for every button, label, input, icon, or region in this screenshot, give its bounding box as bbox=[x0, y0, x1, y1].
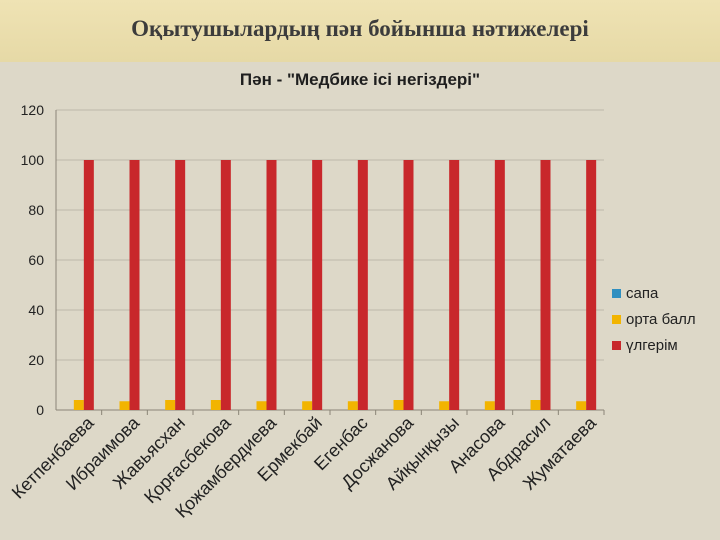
bar-orta-ball bbox=[119, 401, 130, 410]
bar-ulgerim bbox=[175, 160, 186, 410]
bar-orta-ball bbox=[256, 401, 267, 410]
legend-label-orta-ball: орта балл bbox=[626, 310, 696, 328]
y-tick-label: 40 bbox=[28, 302, 44, 318]
legend-item-ulgerim: үлгерім bbox=[612, 332, 696, 358]
bar-orta-ball bbox=[73, 400, 84, 410]
bar-orta-ball bbox=[210, 400, 221, 410]
bar-ulgerim bbox=[449, 160, 460, 410]
chart-legend: сапа орта балл үлгерім bbox=[612, 280, 696, 358]
legend-swatch-sapa bbox=[612, 288, 621, 298]
bar-orta-ball bbox=[576, 401, 587, 410]
bar-orta-ball bbox=[165, 400, 176, 410]
bar-orta-ball bbox=[347, 401, 358, 410]
bar-ulgerim bbox=[357, 160, 368, 410]
header-band bbox=[0, 0, 720, 62]
y-tick-label: 80 bbox=[28, 202, 44, 218]
slide-title: Оқытушылардың пән бойынша нәтижелері bbox=[131, 16, 589, 41]
y-tick-label: 20 bbox=[28, 352, 44, 368]
bar-orta-ball bbox=[530, 400, 541, 410]
bar-orta-ball bbox=[439, 401, 450, 410]
bar-ulgerim bbox=[129, 160, 140, 410]
y-tick-label: 120 bbox=[21, 102, 45, 118]
bar-ulgerim bbox=[540, 160, 551, 410]
bar-ulgerim bbox=[494, 160, 505, 410]
y-tick-label: 60 bbox=[28, 252, 44, 268]
bar-ulgerim bbox=[266, 160, 277, 410]
bar-orta-ball bbox=[484, 401, 495, 410]
bar-orta-ball bbox=[393, 400, 404, 410]
legend-item-orta-ball: орта балл bbox=[612, 306, 696, 332]
bar-ulgerim bbox=[403, 160, 414, 410]
bar-ulgerim bbox=[586, 160, 597, 410]
legend-label-ulgerim: үлгерім bbox=[626, 336, 678, 354]
bar-ulgerim bbox=[83, 160, 94, 410]
bar-ulgerim bbox=[312, 160, 323, 410]
legend-item-sapa: сапа bbox=[612, 280, 696, 306]
chart-title: Пән - "Медбике ісі негіздері" bbox=[239, 70, 481, 89]
bar-orta-ball bbox=[302, 401, 313, 410]
legend-swatch-ulgerim bbox=[612, 340, 621, 350]
legend-swatch-orta-ball bbox=[612, 314, 621, 324]
y-tick-label: 100 bbox=[21, 152, 45, 168]
legend-label-sapa: сапа bbox=[626, 284, 659, 302]
bar-ulgerim bbox=[220, 160, 231, 410]
y-tick-label: 0 bbox=[36, 402, 44, 418]
